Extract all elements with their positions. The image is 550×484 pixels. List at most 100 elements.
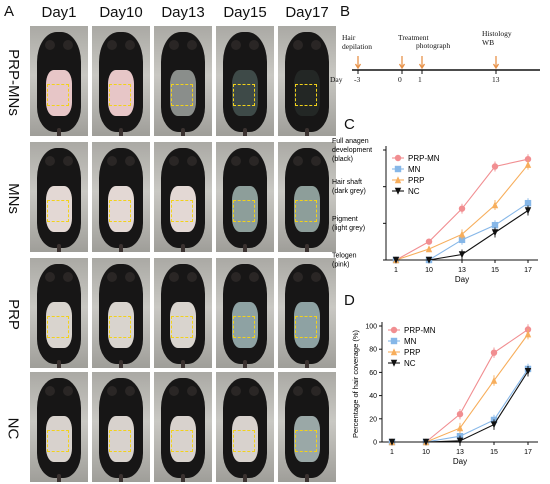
x-tick-label: 13: [456, 449, 464, 456]
legend-label: PRP: [404, 348, 420, 357]
depilated-area: [46, 70, 72, 116]
data-point: [524, 155, 532, 163]
mouse-photo: [154, 142, 212, 252]
data-point: [425, 256, 433, 264]
mouse-tail: [305, 244, 309, 252]
mouse-tail: [305, 128, 309, 136]
x-tick-label: 13: [458, 267, 466, 274]
roi-box: [109, 84, 131, 106]
mouse-ear: [169, 40, 179, 50]
mouse-photo: [92, 372, 150, 482]
y-tick-label: 20: [369, 416, 377, 423]
roi-box: [295, 430, 317, 452]
roi-box: [171, 84, 193, 106]
mouse-body: [37, 32, 81, 136]
mouse-photo: [30, 372, 88, 482]
mouse-tail: [181, 474, 185, 482]
x-tick-label: 17: [524, 267, 532, 274]
depilated-area: [108, 70, 134, 116]
group-label-text: PRP: [4, 298, 22, 330]
mouse-tail: [119, 244, 123, 252]
mouse-ear: [249, 272, 259, 282]
data-point: [456, 410, 464, 418]
group-label: NC: [0, 372, 26, 484]
mouse-tail: [305, 474, 309, 482]
x-axis-label: Day: [453, 457, 467, 466]
legend-label: MN: [404, 337, 417, 346]
mouse-ear: [187, 272, 197, 282]
depilated-area: [46, 186, 72, 232]
mouse-ear: [311, 156, 321, 166]
panel-letter-c: C: [344, 116, 355, 133]
mouse-ear: [125, 386, 135, 396]
legend-label: NC: [404, 359, 416, 368]
timeline-svg: [352, 56, 540, 74]
roi-box: [171, 200, 193, 222]
data-point: [456, 437, 464, 445]
mouse-photo: [278, 142, 336, 252]
event-day: 0: [398, 75, 402, 84]
mouse-ear: [169, 156, 179, 166]
roi-box: [233, 316, 255, 338]
data-point: [394, 176, 402, 184]
group-label: MNs: [0, 142, 26, 254]
y-axis-label: Percentage of hair coverage (%): [351, 330, 360, 438]
depilated-area: [108, 416, 134, 462]
mouse-ear: [249, 156, 259, 166]
data-point: [390, 337, 398, 345]
data-point: [458, 205, 466, 212]
x-axis-label: Day: [455, 275, 469, 284]
depilated-area: [170, 416, 196, 462]
panel-letter-d: D: [344, 292, 355, 309]
mouse-ear: [45, 156, 55, 166]
data-point: [394, 165, 402, 173]
depilated-area: [170, 186, 196, 232]
data-point: [390, 359, 398, 367]
group-label-text: PRP-MNs: [4, 48, 22, 116]
mouse-body: [99, 264, 143, 368]
mouse-ear: [125, 40, 135, 50]
mouse-ear: [125, 272, 135, 282]
y-tick-label: 80: [369, 347, 377, 354]
chart-c-hair-stage: 1 10 13 15 17 Day Full anagen development (black…: [332, 138, 538, 284]
mouse-photo: [92, 142, 150, 252]
stage-label: Full anagen: [332, 138, 369, 145]
data-point: [392, 256, 400, 264]
mouse-ear: [231, 156, 241, 166]
x-tick-label: 17: [524, 449, 532, 456]
roi-box: [171, 430, 193, 452]
mouse-tail: [119, 474, 123, 482]
mouse-ear: [249, 40, 259, 50]
mouse-ear: [107, 272, 117, 282]
data-point: [524, 207, 532, 215]
group-label-text: NC: [4, 417, 22, 439]
depilated-area: [170, 70, 196, 116]
chart-d-hair-coverage: 1 10 13 15 17 Day 0 20 40 60 80 100 Percentage of ha…: [351, 322, 538, 466]
mouse-body: [37, 148, 81, 252]
roi-box: [233, 84, 255, 106]
mouse-ear: [311, 386, 321, 396]
data-point: [491, 201, 499, 209]
data-point: [390, 326, 398, 334]
event-label: Histology WB: [482, 29, 512, 47]
mouse-body: [285, 264, 329, 368]
mouse-tail: [243, 360, 247, 368]
data-point: [491, 163, 499, 170]
roi-box: [295, 200, 317, 222]
depilated-area: [108, 186, 134, 232]
depilated-area: [294, 416, 320, 462]
mouse-ear: [45, 272, 55, 282]
stage-label: Telogen: [332, 253, 357, 260]
roi-box: [109, 200, 131, 222]
mouse-photo: [154, 26, 212, 136]
event-label: photograph: [416, 41, 451, 50]
mouse-body: [223, 32, 267, 136]
mouse-ear: [311, 40, 321, 50]
data-point: [425, 238, 433, 245]
mouse-photo: [30, 258, 88, 368]
mouse-body: [99, 32, 143, 136]
stage-label: Hair shaft: [332, 179, 362, 186]
roi-box: [233, 200, 255, 222]
mouse-photo: [30, 26, 88, 136]
x-tick-label: 15: [491, 267, 499, 274]
